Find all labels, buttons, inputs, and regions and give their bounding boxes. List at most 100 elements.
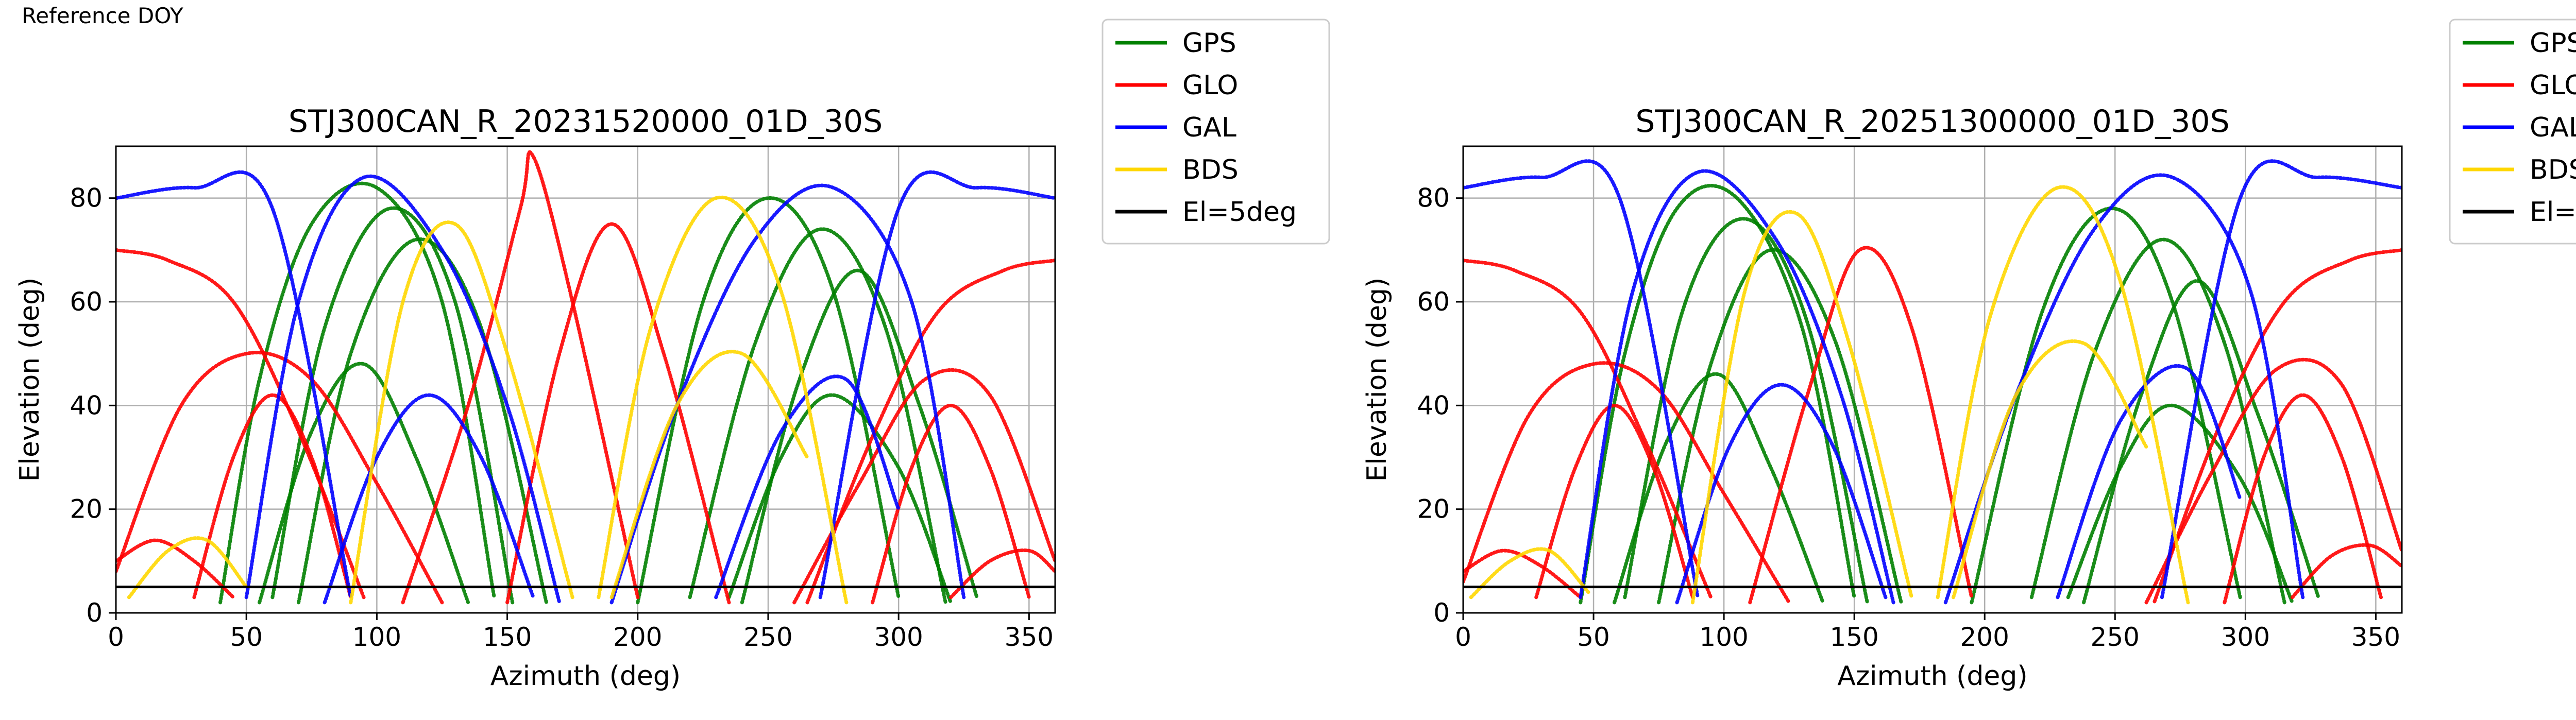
- series-track-gps: [2029, 237, 2286, 605]
- plot-area: [1463, 159, 2402, 605]
- x-tick-label: 150: [1829, 622, 1878, 652]
- series-track-gal: [714, 374, 901, 599]
- legend-label: GPS: [1182, 28, 1236, 59]
- series-track-glo: [2152, 248, 2402, 605]
- series-track-gal: [2056, 364, 2242, 599]
- series-track-gal: [2160, 159, 2402, 599]
- x-tick-label: 200: [1960, 622, 2009, 652]
- series-track-bds: [349, 220, 574, 605]
- y-tick-label: 0: [86, 598, 103, 628]
- series-track-gal: [116, 170, 353, 599]
- series-track-gps: [636, 196, 901, 605]
- chart-panel-2: 0 50 100 150 200 250 300 350 0 20 40 60 80 STJ300CAN_…: [1362, 19, 2576, 692]
- series-track-bds: [609, 350, 809, 599]
- series-track-glo: [116, 538, 235, 599]
- y-tick-label: 80: [1417, 183, 1450, 213]
- x-tick-label: 300: [874, 622, 923, 652]
- y-axis-label: Elevation (deg): [14, 278, 45, 482]
- legend-label: El=5deg: [1182, 197, 1297, 228]
- series-track-gal: [1463, 159, 1700, 599]
- series-track-gal: [818, 170, 1055, 599]
- legend-label: GPS: [2530, 28, 2576, 59]
- x-axis-label: Azimuth (deg): [490, 661, 681, 692]
- legend: GPS GLO GAL BDS El=5deg: [2449, 19, 2576, 245]
- series-track-gps: [727, 393, 953, 605]
- y-tick-label: 40: [1417, 390, 1450, 420]
- series-track-glo: [871, 403, 1031, 605]
- series-track-gps: [1657, 248, 1903, 605]
- chart-title: STJ300CAN_R_20251300000_01D_30S: [1635, 104, 2229, 140]
- series-track-glo: [1463, 361, 1791, 605]
- series-track-glo: [2290, 543, 2402, 599]
- series-track-glo: [192, 393, 353, 599]
- series-track-glo: [116, 351, 444, 605]
- series-track-bds: [1951, 339, 2148, 599]
- legend-box: [1101, 19, 1330, 245]
- y-tick-label: 20: [1417, 494, 1450, 524]
- x-tick-label: 200: [613, 622, 662, 652]
- y-tick-label: 60: [1417, 287, 1450, 317]
- series-track-glo: [792, 368, 1055, 605]
- legend-label: GLO: [1182, 70, 1238, 101]
- series-track-gal: [609, 183, 966, 605]
- x-tick-label: 350: [2351, 622, 2400, 652]
- series-track-glo: [1463, 548, 1583, 599]
- legend: GPS GLO GAL BDS El=5deg: [1101, 19, 1330, 245]
- plot-area: [116, 150, 1055, 605]
- series-track-gal: [244, 174, 562, 605]
- series-track-gps: [2082, 279, 2320, 605]
- x-tick-label: 0: [108, 622, 124, 652]
- y-tick-label: 40: [70, 390, 103, 420]
- series-track-glo: [401, 150, 640, 605]
- chart-title: STJ300CAN_R_20231520000_01D_30S: [289, 104, 883, 140]
- series-track-glo: [948, 548, 1055, 599]
- y-tick-label: 0: [1433, 598, 1450, 628]
- series-track-bds: [597, 195, 849, 605]
- x-tick-label: 0: [1455, 622, 1471, 652]
- x-tick-label: 350: [1005, 622, 1054, 652]
- y-tick-label: 80: [70, 183, 103, 213]
- x-tick-label: 50: [230, 622, 263, 652]
- x-tick-label: 100: [352, 622, 401, 652]
- x-tick-label: 250: [743, 622, 792, 652]
- x-tick-label: 300: [2221, 622, 2270, 652]
- series-track-glo: [1748, 246, 1974, 605]
- series-track-bds: [1469, 547, 1590, 599]
- legend-label: BDS: [2530, 155, 2576, 185]
- legend-label: El=5deg: [2530, 197, 2576, 228]
- series-track-bds: [127, 536, 248, 599]
- series-track-gps: [2066, 403, 2294, 605]
- series-track-gal: [323, 393, 535, 605]
- series-track-glo: [1463, 258, 1713, 599]
- series-track-bds: [1936, 185, 2190, 605]
- axes-frame: [1462, 145, 2403, 614]
- series-track-glo: [2144, 357, 2402, 605]
- legend-box: [2449, 19, 2576, 245]
- x-tick-label: 150: [483, 622, 532, 652]
- legend-label: GAL: [1182, 112, 1236, 143]
- y-axis-label: Elevation (deg): [1362, 278, 1393, 482]
- x-tick-label: 50: [1577, 622, 1610, 652]
- series-track-gps: [1623, 217, 1869, 605]
- chart-panel-1: 0 50 100 150 200 250 300 350 0 20 40 60 80 STJ300CAN_…: [14, 19, 1330, 692]
- series-track-gps: [688, 227, 947, 605]
- reference-doy-label: Reference DOY: [22, 3, 183, 28]
- series-track-gps: [1613, 372, 1825, 605]
- legend-label: BDS: [1182, 155, 1239, 185]
- series-track-glo: [1534, 403, 1694, 599]
- y-tick-label: 60: [70, 287, 103, 317]
- x-tick-label: 250: [2091, 622, 2140, 652]
- x-axis-label: Azimuth (deg): [1837, 661, 2027, 692]
- series-track-gps: [270, 206, 515, 605]
- series-track-glo: [116, 248, 366, 599]
- axes-frame: [115, 145, 1056, 614]
- series-track-gal: [1579, 169, 1895, 605]
- series-track-glo: [505, 222, 731, 605]
- x-tick-label: 100: [1699, 622, 1748, 652]
- legend-label: GAL: [2530, 112, 2576, 143]
- series-track-bds: [1690, 210, 1914, 605]
- series-track-glo: [2223, 393, 2383, 605]
- series-track-gps: [1579, 184, 1856, 605]
- legend-label: GLO: [2530, 70, 2576, 101]
